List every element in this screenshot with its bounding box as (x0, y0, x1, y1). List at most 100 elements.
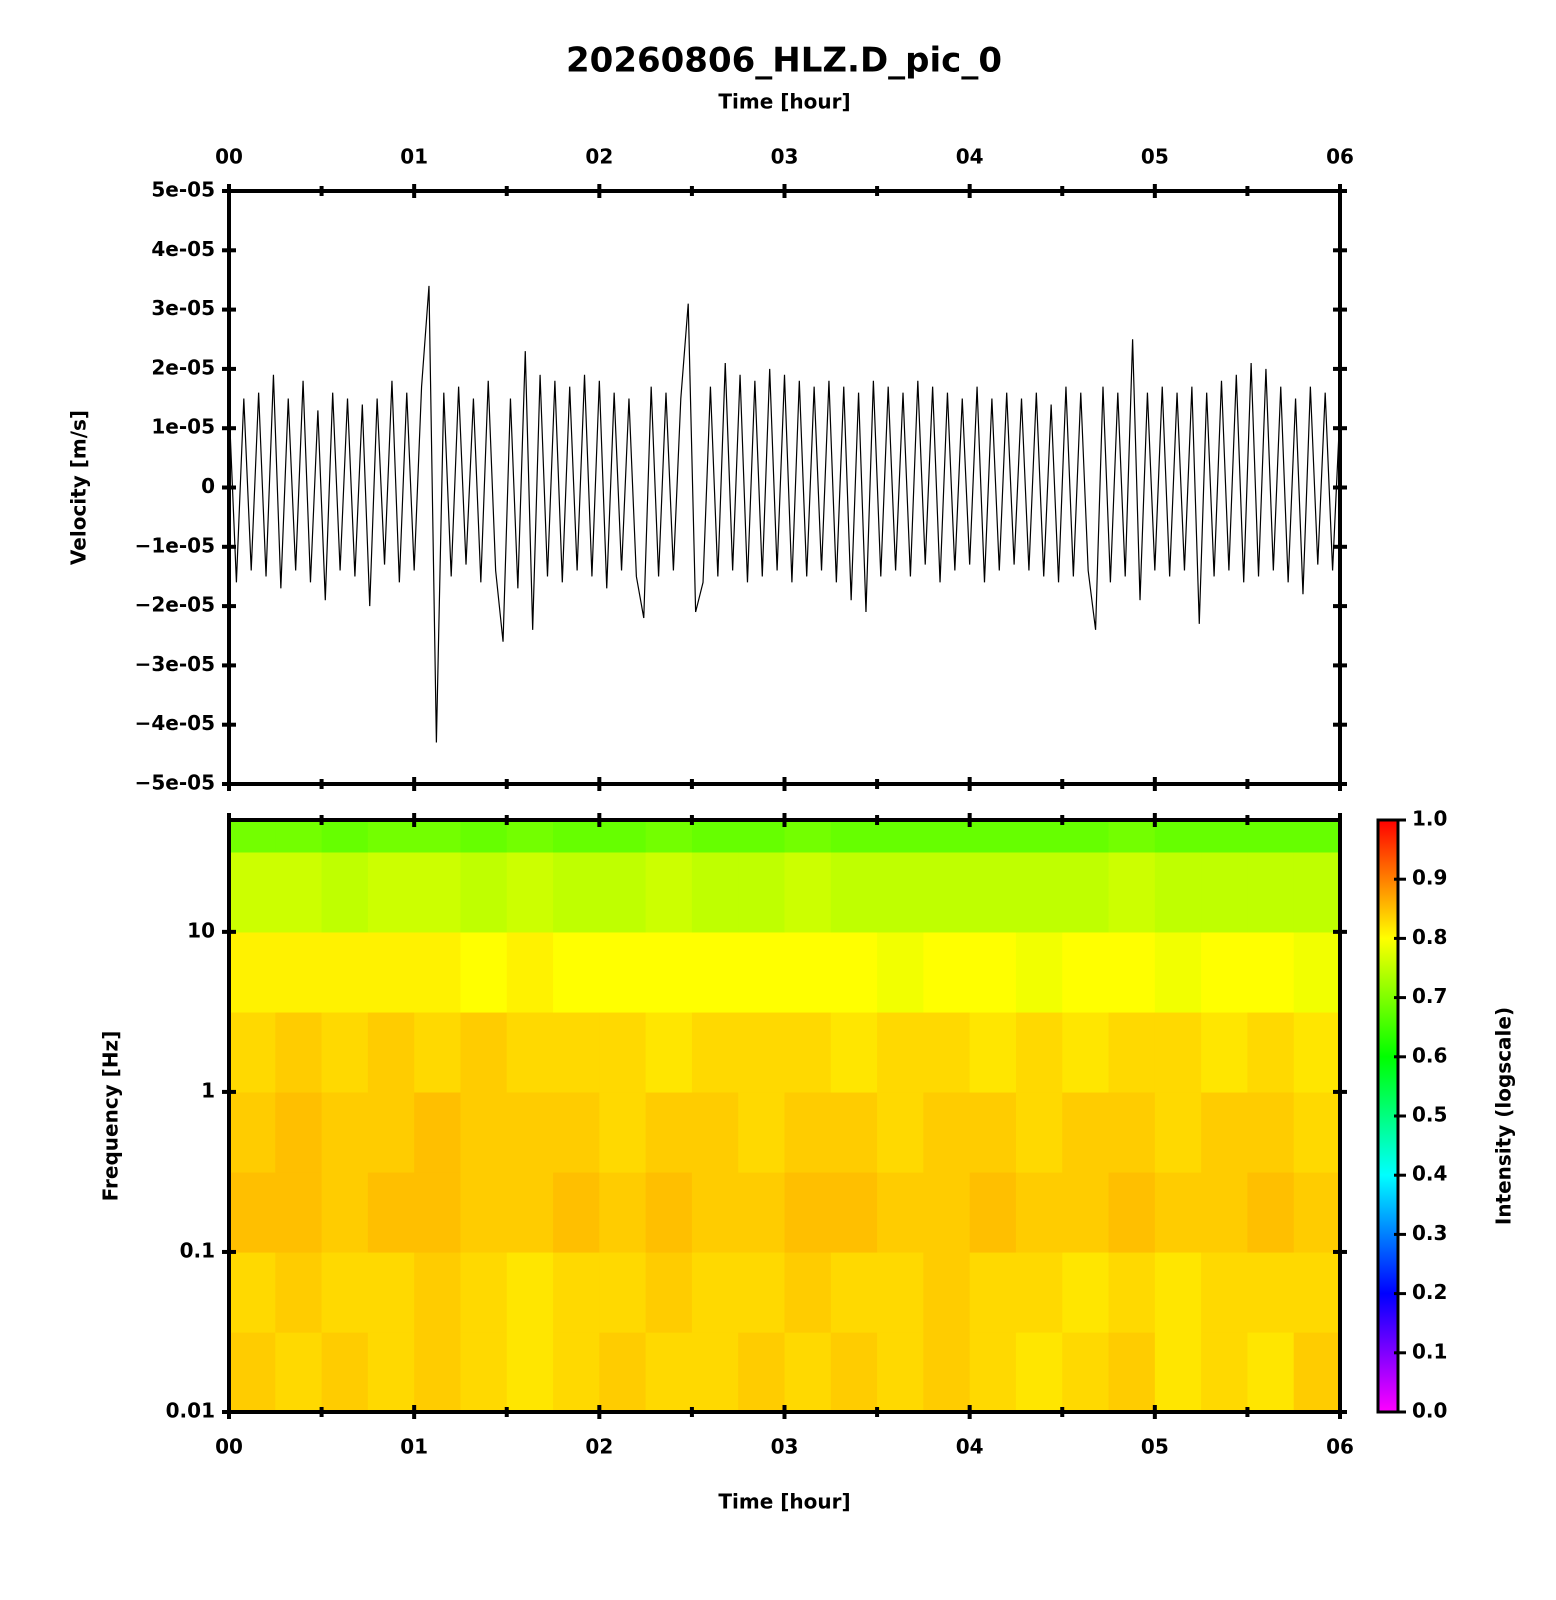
colorbar-tick-label: 0.8 (1412, 925, 1447, 949)
heatmap-cell (1154, 1332, 1202, 1413)
heatmap-cell (1201, 851, 1249, 933)
y-tick-label: 0.1 (180, 1238, 215, 1262)
heatmap-cell (1247, 1171, 1295, 1253)
heatmap-cell (414, 820, 462, 853)
heatmap-cell (321, 1091, 369, 1173)
heatmap-cell (969, 931, 1017, 1013)
heatmap-cell (1247, 1251, 1295, 1333)
heatmap-cell (460, 820, 508, 853)
x-tick-label: 02 (585, 1435, 613, 1459)
heatmap-cell (1108, 931, 1156, 1013)
heatmap-cell (367, 1091, 415, 1173)
heatmap-cell (1247, 931, 1295, 1013)
x-tick-label: 00 (215, 1435, 243, 1459)
heatmap-cell (229, 1091, 276, 1173)
heatmap-cell (553, 820, 600, 853)
y-tick-label: 0 (201, 474, 215, 498)
heatmap-cell (1154, 931, 1202, 1013)
heatmap-cell (1293, 931, 1341, 1013)
heatmap-cell (1154, 1171, 1202, 1253)
x-tick-label: 06 (1326, 1435, 1354, 1459)
heatmap-cell (367, 931, 415, 1013)
heatmap-cell (275, 851, 323, 933)
heatmap-cell (321, 1171, 369, 1253)
heatmap-cell (1247, 851, 1295, 933)
heatmap-cell (229, 1251, 276, 1333)
heatmap-cell (877, 931, 924, 1013)
x-axis-label: Time [hour] (718, 1490, 850, 1514)
heatmap-cell (969, 820, 1017, 853)
x-tick-label: 03 (771, 1435, 799, 1459)
heatmap-cell (1201, 1091, 1249, 1173)
x-tick-label: 05 (1141, 1435, 1169, 1459)
heatmap-cell (738, 1332, 786, 1413)
heatmap-cell (923, 1091, 971, 1173)
heatmap-cell (877, 1171, 924, 1253)
heatmap-cell (506, 1251, 554, 1333)
colorbar-tick-label: 0.7 (1412, 984, 1447, 1008)
heatmap-cell (1201, 1171, 1249, 1253)
heatmap-cell (506, 1332, 554, 1413)
heatmap-cell (1293, 820, 1341, 853)
heatmap-cell (877, 1091, 924, 1173)
heatmap-cell (1015, 820, 1063, 853)
heatmap-cell (645, 1251, 693, 1333)
heatmap-cell (1108, 1091, 1156, 1173)
y-tick-label: −1e-05 (135, 533, 215, 557)
y-tick-label: 2e-05 (151, 355, 215, 379)
heatmap-cell (691, 1091, 739, 1173)
heatmap-cell (414, 1332, 462, 1413)
waveform (228, 285, 1341, 743)
y-tick-label: 1e-05 (151, 415, 215, 439)
heatmap-cell (599, 851, 647, 933)
y-tick-label: 4e-05 (151, 237, 215, 261)
heatmap-cell (923, 1011, 971, 1093)
x-tick-label: 02 (585, 145, 613, 169)
heatmap-cell (599, 931, 647, 1013)
heatmap-cell (1015, 1091, 1063, 1173)
heatmap-cell (738, 851, 786, 933)
heatmap-cell (414, 931, 462, 1013)
heatmap-cell (275, 931, 323, 1013)
heatmap-cell (321, 931, 369, 1013)
heatmap-cell (321, 1011, 369, 1093)
heatmap-cell (1062, 1251, 1110, 1333)
heatmap-cell (1293, 1171, 1341, 1253)
heatmap-cell (877, 1251, 924, 1333)
y-tick-label: −5e-05 (135, 771, 215, 795)
x-tick-label: 06 (1326, 145, 1354, 169)
heatmap-cell (784, 931, 832, 1013)
heatmap-cell (275, 1091, 323, 1173)
heatmap-cell (830, 931, 878, 1013)
heatmap-cell (969, 851, 1017, 933)
heatmap-cell (784, 1091, 832, 1173)
heatmap-cell (830, 820, 878, 853)
x-tick-label: 01 (400, 1435, 428, 1459)
heatmap-cell (1108, 1251, 1156, 1333)
colorbar-label: Intensity (logscale) (1492, 1007, 1516, 1225)
heatmap-cell (923, 1332, 971, 1413)
x-tick-label: 05 (1141, 145, 1169, 169)
heatmap-cell (969, 1332, 1017, 1413)
heatmap-cell (738, 1171, 786, 1253)
heatmap-cell (969, 1171, 1017, 1253)
heatmap-cell (1201, 820, 1249, 853)
heatmap-cell (599, 820, 647, 853)
heatmap-cell (460, 1332, 508, 1413)
heatmap-cell (1062, 820, 1110, 853)
heatmap-cell (969, 1091, 1017, 1173)
heatmap-cell (506, 851, 554, 933)
heatmap-cell (1154, 1011, 1202, 1093)
heatmap-cell (414, 1011, 462, 1093)
heatmap-cell (1015, 931, 1063, 1013)
heatmap-cell (1247, 1011, 1295, 1093)
heatmap-cell (645, 931, 693, 1013)
heatmap-cell (738, 931, 786, 1013)
heatmap-cell (599, 1332, 647, 1413)
heatmap-cell (1201, 1251, 1249, 1333)
heatmap-cell (506, 931, 554, 1013)
heatmap-cell (367, 1251, 415, 1333)
heatmap-cell (460, 1171, 508, 1253)
heatmap-cell (506, 1091, 554, 1173)
heatmap-cell (923, 1251, 971, 1333)
